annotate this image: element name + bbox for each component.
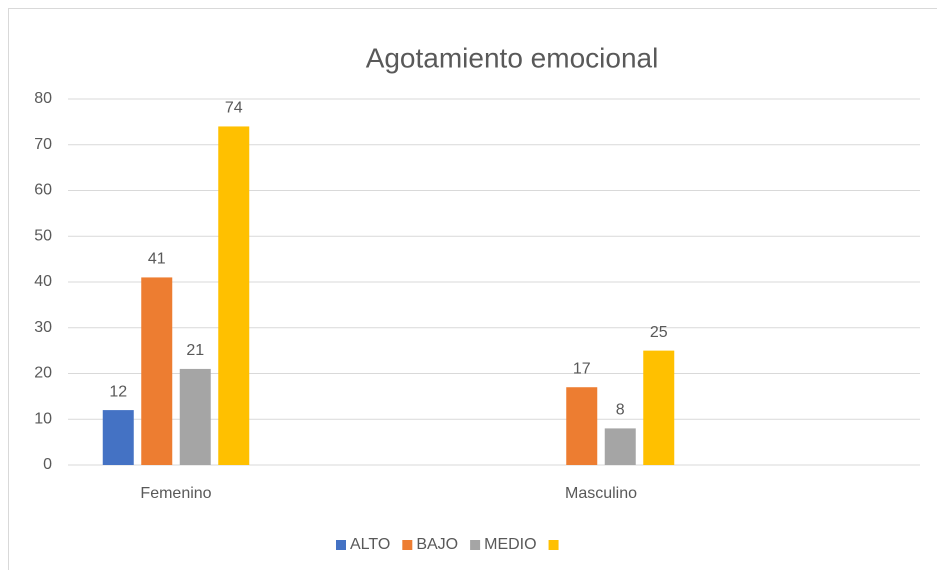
data-label: 41 — [148, 251, 166, 268]
bar — [566, 387, 598, 465]
y-tick-label: 40 — [34, 273, 52, 290]
legend-label: BAJO — [416, 536, 458, 553]
y-tick-label: 70 — [34, 136, 52, 153]
data-label: 74 — [225, 100, 243, 117]
legend-label: MEDIO — [484, 536, 536, 553]
data-label: 8 — [616, 402, 625, 419]
bar — [643, 350, 675, 465]
bar — [179, 368, 211, 465]
y-tick-label: 0 — [43, 456, 52, 473]
legend-swatch — [336, 540, 346, 550]
x-tick-label: Masculino — [565, 485, 637, 502]
data-label: 17 — [573, 360, 591, 377]
legend-swatch — [548, 540, 559, 550]
legend-swatch — [402, 540, 413, 550]
y-tick-label: 30 — [34, 319, 52, 336]
y-tick-label: 50 — [34, 227, 52, 244]
data-label: 12 — [109, 383, 127, 400]
legend-label: ALTO — [350, 536, 390, 553]
bar — [218, 126, 250, 465]
x-tick-label: Femenino — [140, 485, 211, 502]
y-tick-label: 80 — [34, 90, 52, 107]
legend-swatch — [470, 540, 481, 550]
data-label: 25 — [650, 324, 668, 341]
chart-title: Agotamiento emocional — [366, 42, 659, 73]
bar — [604, 428, 636, 465]
bar — [141, 277, 173, 465]
y-tick-label: 10 — [34, 410, 52, 427]
y-tick-label: 20 — [34, 365, 52, 382]
bar — [102, 410, 134, 465]
data-label: 21 — [186, 342, 204, 359]
y-tick-label: 60 — [34, 182, 52, 199]
